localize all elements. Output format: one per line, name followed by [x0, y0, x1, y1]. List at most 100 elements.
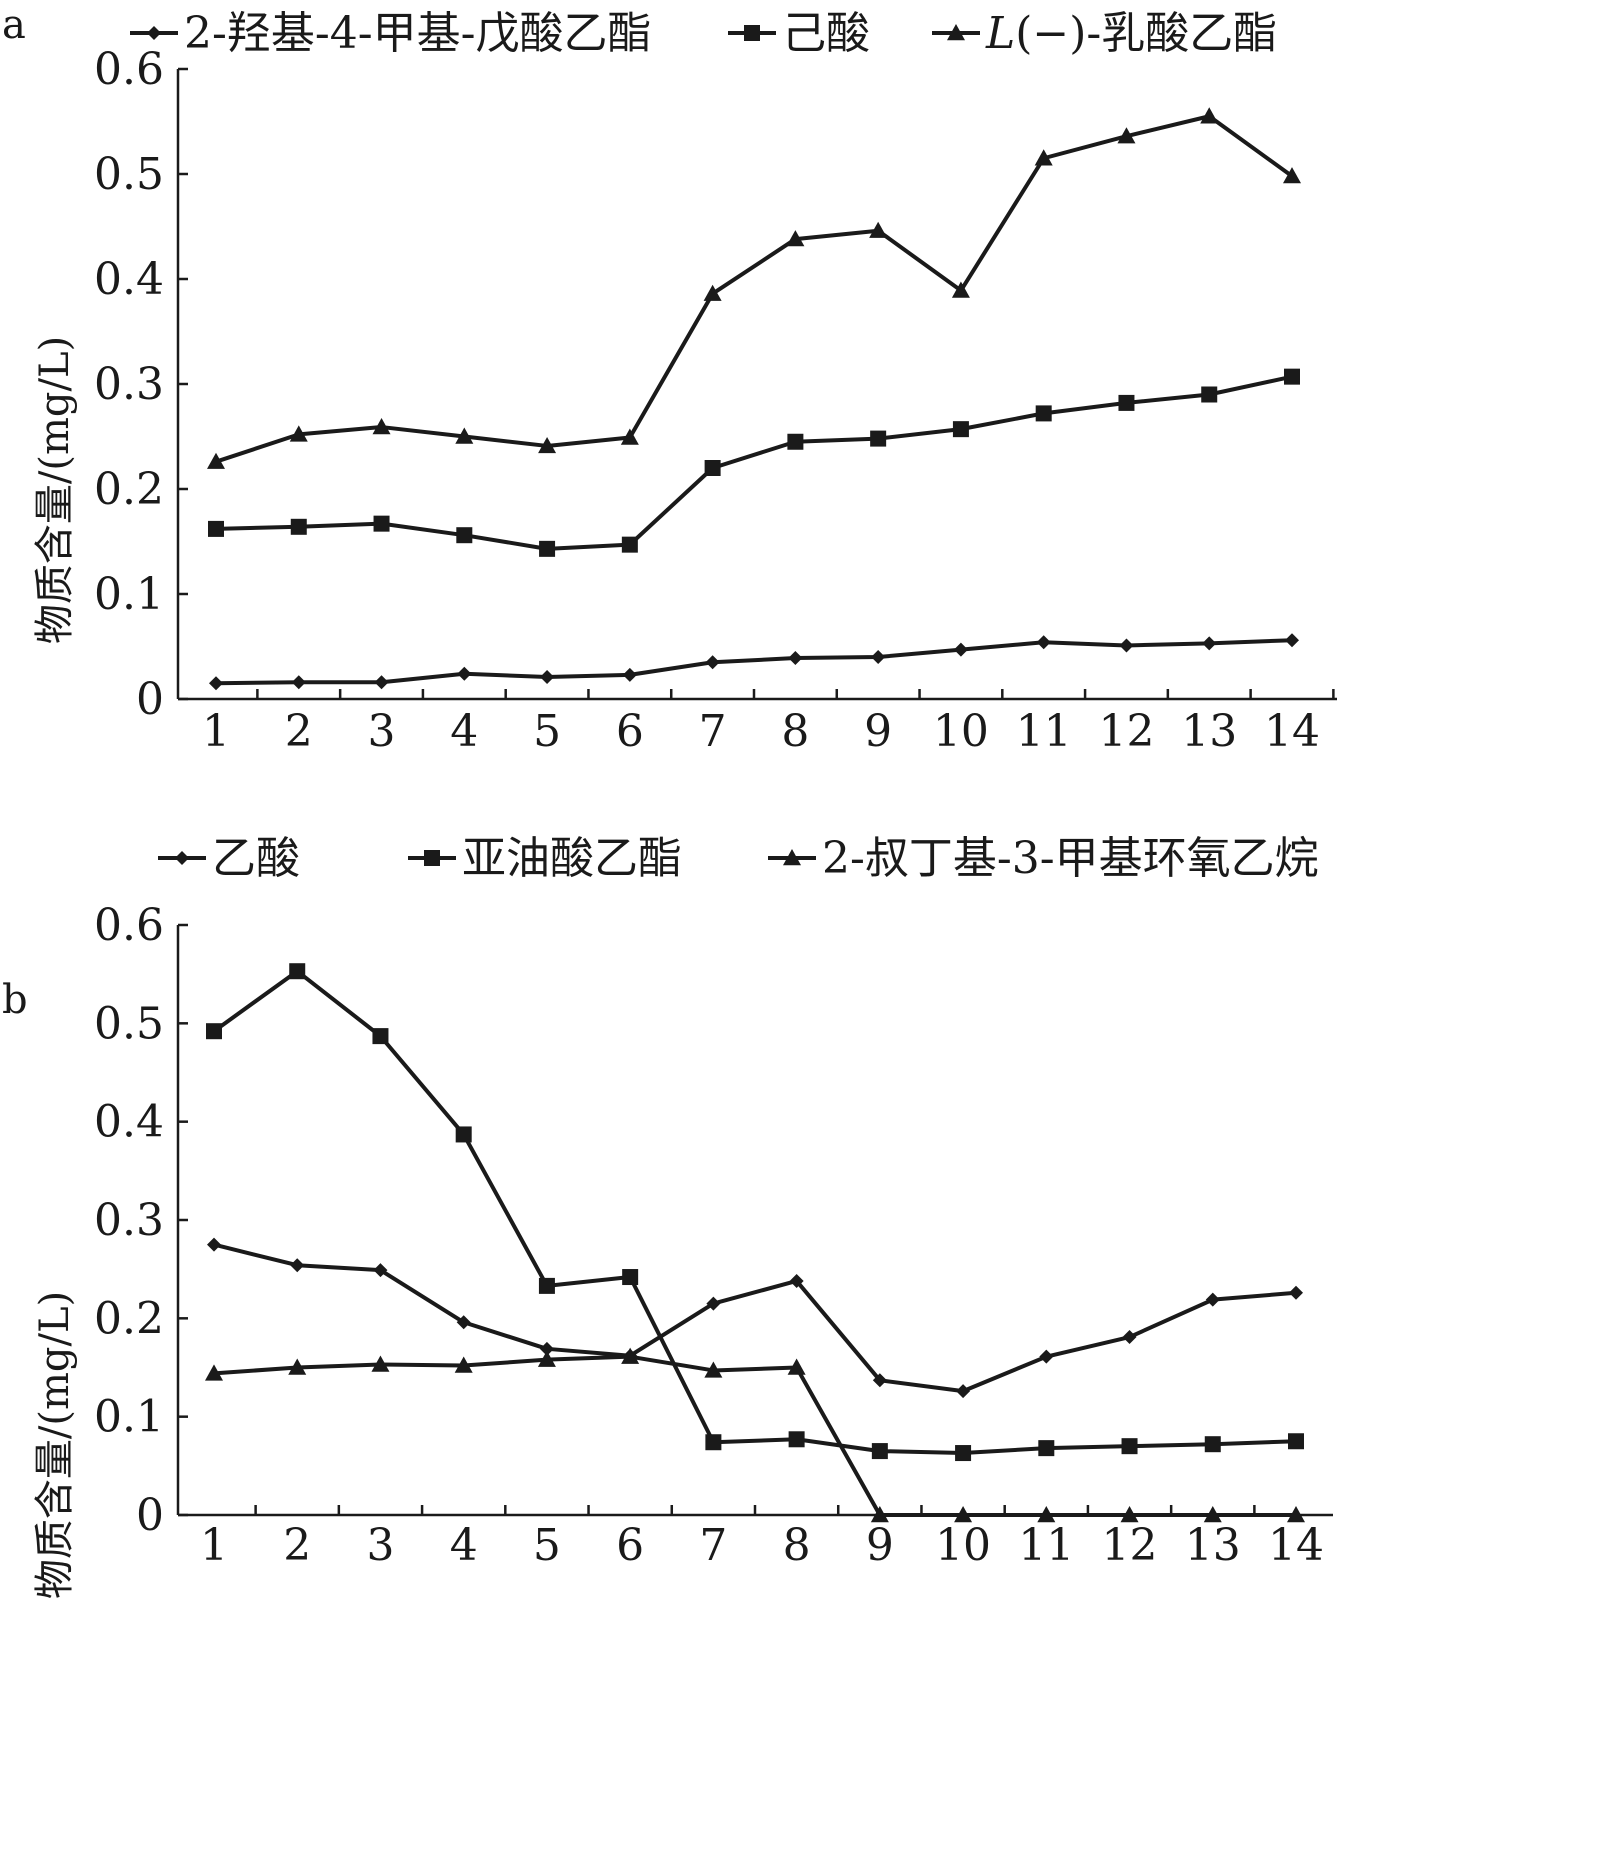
- panel-b-y-axis-title: 物质含量/(mg/L): [32, 1291, 78, 1599]
- panel-b-markers: [205, 963, 1305, 1523]
- data-point-triangle: [786, 230, 805, 247]
- x-tick-label: 8: [781, 706, 809, 757]
- data-point-square: [455, 1126, 472, 1143]
- data-point-square: [1121, 1438, 1138, 1455]
- legend-entry-3: 2-叔丁基-3-甲基环氧乙烷: [768, 833, 1319, 884]
- data-point-square: [704, 460, 721, 476]
- data-point-diamond: [871, 650, 886, 664]
- data-point-diamond: [539, 1341, 554, 1356]
- series-line-3: [213, 1354, 1296, 1517]
- legend-label: 2-羟基-4-甲基-戊酸乙酯: [184, 8, 651, 59]
- panel-b-label: b: [2, 977, 28, 1023]
- x-tick-label: 14: [1268, 1520, 1324, 1571]
- data-point-triangle: [1283, 167, 1301, 184]
- data-point-square: [621, 536, 638, 553]
- panel-a-markers: [207, 107, 1301, 691]
- series-line-2: [212, 969, 1297, 1456]
- y-tick-label: 0.3: [94, 359, 164, 410]
- x-tick-label: 7: [699, 706, 727, 757]
- y-tick-label: 0.2: [94, 464, 164, 515]
- x-tick-label: 9: [866, 1520, 894, 1571]
- data-point-square: [955, 1445, 972, 1462]
- x-tick-label: 1: [200, 1520, 228, 1571]
- legend-marker-triangle: [947, 24, 965, 41]
- y-tick-label: 0.1: [94, 569, 164, 620]
- data-point-square: [870, 430, 887, 447]
- data-point-diamond: [291, 675, 306, 690]
- legend-entry-1: 乙酸: [158, 833, 300, 884]
- x-tick-label: 13: [1181, 706, 1237, 757]
- x-tick-label: 12: [1102, 1520, 1158, 1571]
- chart-panel-a: a 物质含量/(mg/L) 00.10.20.30.40.50.61 2 3 4 5 6 7…: [2, 2, 1337, 757]
- data-point-triangle: [454, 1356, 473, 1373]
- panel-a-legend: 2-羟基-4-甲基-戊酸乙酯 己酸 L(−)-乳酸乙酯: [130, 8, 1277, 59]
- data-point-diamond: [1205, 1292, 1220, 1307]
- panel-a-series-lines: [215, 114, 1294, 686]
- data-point-triangle: [1117, 127, 1136, 144]
- chart-panel-b: b 物质含量/(mg/L) 00.10.20.30.40.50.61 2 3 4 5 6 7…: [2, 833, 1333, 1599]
- data-point-triangle: [1203, 1506, 1222, 1523]
- x-tick-label: 2: [283, 1520, 311, 1571]
- data-point-triangle: [703, 284, 722, 301]
- data-point-square: [290, 518, 307, 535]
- x-tick-label: 11: [1016, 706, 1072, 757]
- x-tick-label: 8: [783, 1520, 811, 1571]
- data-point-square: [788, 1431, 805, 1448]
- data-point-square: [1038, 1440, 1055, 1457]
- x-tick-label: 13: [1185, 1520, 1241, 1571]
- data-point-triangle: [205, 1364, 223, 1381]
- legend-entry-2: 亚油酸乙酯: [408, 833, 682, 884]
- data-point-diamond: [705, 655, 720, 670]
- data-point-triangle: [1287, 1506, 1305, 1523]
- series-line-1: [215, 638, 1293, 686]
- y-tick-label: 0: [136, 674, 164, 725]
- x-tick-label: 5: [533, 706, 561, 757]
- panel-a-label: a: [2, 2, 26, 48]
- data-point-square: [787, 433, 804, 450]
- series-line-3: [215, 114, 1294, 464]
- y-tick-label: 0.6: [94, 44, 164, 95]
- data-point-triangle: [372, 418, 391, 435]
- legend-label: 2-叔丁基-3-甲基环氧乙烷: [822, 833, 1319, 884]
- legend-label: 亚油酸乙酯: [462, 833, 682, 884]
- data-point-diamond: [953, 642, 968, 657]
- series-line-2: [215, 374, 1293, 551]
- x-tick-label: 14: [1264, 706, 1320, 757]
- data-point-square: [456, 527, 473, 544]
- data-point-square: [1201, 386, 1218, 403]
- x-tick-label: 9: [864, 706, 892, 757]
- legend-marker-diamond: [147, 26, 161, 40]
- data-point-square: [538, 1277, 555, 1294]
- x-tick-label: 1: [202, 706, 230, 757]
- data-point-diamond: [1289, 1285, 1303, 1300]
- data-point-square: [1284, 368, 1300, 385]
- data-point-diamond: [1202, 636, 1217, 651]
- y-tick-label: 0.1: [94, 1392, 164, 1443]
- data-point-square: [1288, 1433, 1304, 1450]
- data-point-triangle: [455, 427, 474, 444]
- x-tick-label: 10: [935, 1520, 991, 1571]
- data-point-square: [1118, 394, 1135, 411]
- data-point-diamond: [706, 1296, 721, 1311]
- legend-entry-2: 己酸: [728, 8, 870, 59]
- y-tick-label: 0.5: [94, 149, 164, 200]
- data-point-triangle: [288, 1358, 307, 1375]
- data-point-diamond: [788, 651, 803, 666]
- data-point-triangle: [538, 436, 557, 454]
- panel-a-axes: 00.10.20.30.40.50.61 2 3 4 5 6 7 8 9 10 11 12 13 14: [94, 44, 1337, 757]
- data-point-diamond: [789, 1273, 804, 1288]
- data-point-diamond: [374, 675, 389, 690]
- data-point-square: [622, 1269, 639, 1286]
- legend-label: 己酸: [782, 8, 870, 59]
- x-tick-label: 2: [285, 706, 313, 757]
- legend-label: 乙酸: [212, 833, 300, 884]
- data-point-diamond: [209, 676, 223, 691]
- data-point-square: [1204, 1436, 1221, 1453]
- data-point-diamond: [1122, 1330, 1137, 1345]
- data-point-triangle: [787, 1358, 806, 1375]
- x-tick-label: 6: [616, 706, 644, 757]
- data-point-diamond: [457, 666, 472, 681]
- panel-b-legend: 乙酸 亚油酸乙酯 2-叔丁基-3-甲基环氧乙烷: [158, 833, 1319, 884]
- y-tick-label: 0.4: [94, 1097, 164, 1148]
